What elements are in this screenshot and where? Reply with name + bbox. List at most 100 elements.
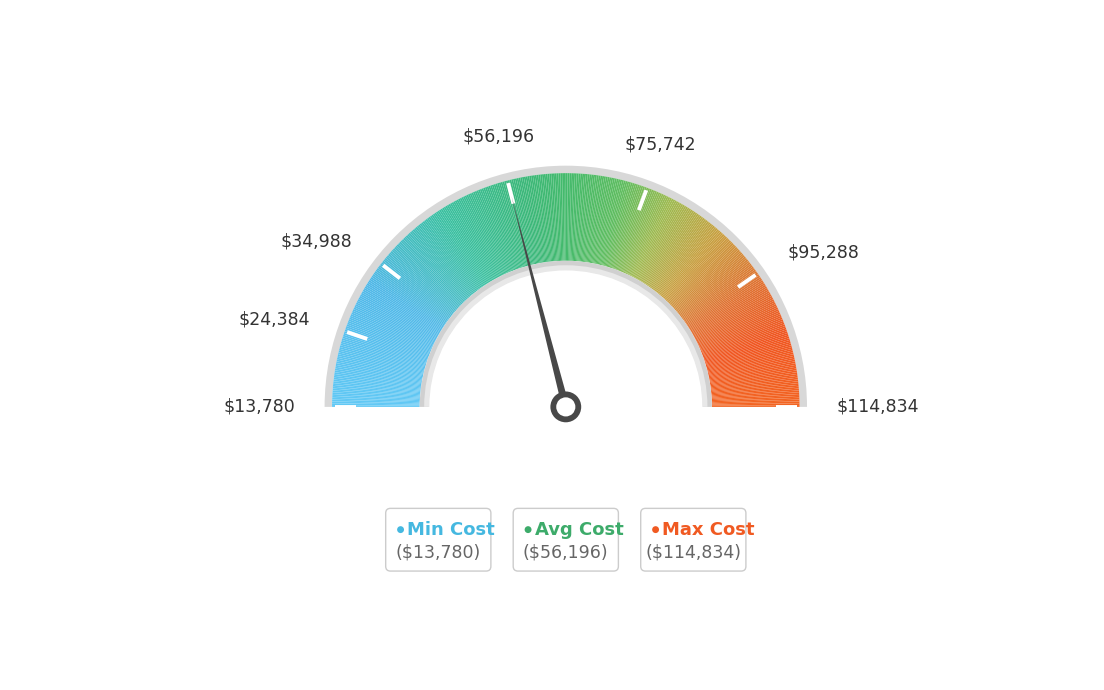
- Wedge shape: [707, 345, 792, 369]
- Wedge shape: [665, 234, 724, 299]
- Wedge shape: [485, 187, 517, 270]
- Wedge shape: [529, 176, 544, 263]
- Text: $24,384: $24,384: [238, 310, 310, 328]
- Wedge shape: [709, 357, 795, 377]
- Wedge shape: [344, 331, 427, 361]
- Wedge shape: [335, 374, 421, 388]
- Wedge shape: [707, 342, 790, 367]
- Wedge shape: [341, 340, 426, 366]
- Wedge shape: [526, 176, 542, 263]
- Text: $114,834: $114,834: [836, 398, 919, 416]
- Wedge shape: [353, 307, 434, 346]
- Wedge shape: [332, 394, 420, 400]
- Wedge shape: [355, 304, 435, 344]
- Wedge shape: [694, 297, 773, 339]
- Wedge shape: [648, 213, 699, 287]
- Wedge shape: [550, 174, 556, 261]
- Wedge shape: [696, 301, 775, 342]
- Wedge shape: [333, 382, 421, 392]
- Wedge shape: [385, 257, 454, 314]
- Wedge shape: [684, 271, 757, 323]
- Wedge shape: [702, 321, 784, 354]
- Wedge shape: [708, 353, 794, 374]
- Wedge shape: [681, 264, 752, 318]
- Wedge shape: [696, 299, 774, 341]
- Wedge shape: [618, 189, 651, 271]
- Wedge shape: [336, 366, 422, 383]
- Wedge shape: [583, 175, 595, 262]
- Wedge shape: [359, 297, 437, 339]
- Circle shape: [652, 526, 659, 533]
- Wedge shape: [711, 377, 798, 390]
- Wedge shape: [386, 255, 455, 313]
- Text: $95,288: $95,288: [788, 244, 860, 262]
- Wedge shape: [511, 179, 533, 265]
- Wedge shape: [338, 354, 424, 375]
- Wedge shape: [390, 253, 456, 311]
- Wedge shape: [711, 385, 798, 394]
- Wedge shape: [702, 324, 785, 356]
- Wedge shape: [582, 175, 593, 262]
- Polygon shape: [511, 196, 570, 408]
- Circle shape: [556, 397, 575, 417]
- Wedge shape: [680, 261, 750, 317]
- Wedge shape: [686, 273, 758, 324]
- Wedge shape: [686, 274, 760, 325]
- Wedge shape: [452, 202, 496, 279]
- Wedge shape: [523, 177, 541, 263]
- Wedge shape: [408, 233, 468, 299]
- Wedge shape: [667, 238, 729, 302]
- Wedge shape: [708, 354, 794, 375]
- Wedge shape: [708, 348, 793, 372]
- Wedge shape: [352, 310, 433, 348]
- Wedge shape: [336, 365, 422, 382]
- Text: ($56,196): ($56,196): [523, 544, 608, 562]
- Wedge shape: [476, 190, 511, 272]
- Wedge shape: [440, 208, 488, 284]
- Wedge shape: [673, 250, 740, 309]
- Wedge shape: [340, 345, 425, 369]
- Wedge shape: [403, 238, 465, 302]
- Wedge shape: [559, 173, 562, 261]
- Wedge shape: [623, 192, 659, 273]
- Wedge shape: [414, 228, 471, 296]
- Wedge shape: [615, 187, 647, 270]
- Wedge shape: [709, 362, 795, 380]
- Wedge shape: [442, 208, 489, 283]
- Text: Max Cost: Max Cost: [662, 521, 755, 539]
- Wedge shape: [697, 304, 776, 344]
- Wedge shape: [650, 217, 703, 288]
- Wedge shape: [690, 283, 765, 331]
- Wedge shape: [676, 254, 744, 312]
- Wedge shape: [368, 282, 443, 330]
- Wedge shape: [611, 184, 640, 268]
- Wedge shape: [332, 392, 420, 399]
- Wedge shape: [692, 291, 769, 335]
- Wedge shape: [710, 372, 797, 386]
- Wedge shape: [337, 357, 423, 377]
- Wedge shape: [333, 385, 421, 394]
- Wedge shape: [682, 266, 754, 320]
- Wedge shape: [453, 201, 497, 279]
- Wedge shape: [620, 190, 656, 272]
- Wedge shape: [711, 374, 797, 388]
- Wedge shape: [420, 224, 476, 293]
- Wedge shape: [704, 331, 787, 361]
- Wedge shape: [647, 213, 698, 286]
- Wedge shape: [694, 296, 773, 339]
- Wedge shape: [700, 313, 781, 349]
- Wedge shape: [542, 174, 552, 262]
- Wedge shape: [337, 362, 423, 380]
- Wedge shape: [332, 400, 420, 404]
- Wedge shape: [332, 403, 420, 406]
- Wedge shape: [668, 239, 730, 303]
- Wedge shape: [395, 246, 460, 307]
- Wedge shape: [651, 218, 704, 289]
- Text: ($114,834): ($114,834): [646, 544, 741, 562]
- Wedge shape: [565, 173, 567, 261]
- Wedge shape: [594, 177, 613, 264]
- Wedge shape: [580, 174, 590, 262]
- FancyBboxPatch shape: [513, 509, 618, 571]
- Wedge shape: [688, 279, 762, 328]
- Wedge shape: [349, 317, 431, 352]
